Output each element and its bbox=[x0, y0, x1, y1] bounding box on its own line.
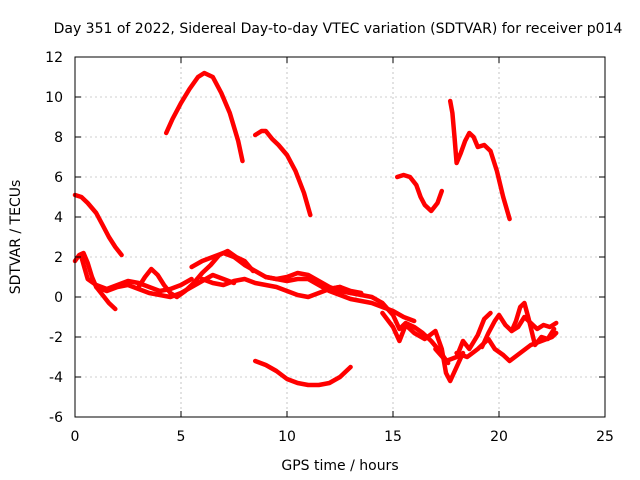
y-tick-label: 8 bbox=[54, 130, 63, 146]
series-trace-19 bbox=[433, 310, 493, 364]
y-tick-labels: -6 -4 -2 0 2 4 6 8 10 12 bbox=[45, 50, 63, 426]
data-traces bbox=[72, 70, 559, 388]
x-axis-label: GPS time / hours bbox=[281, 458, 398, 474]
plot-frame bbox=[74, 56, 606, 418]
series-trace-7 bbox=[72, 250, 118, 312]
series-trace-1 bbox=[72, 192, 124, 258]
series-trace-8 bbox=[79, 254, 194, 294]
y-tick-label: -2 bbox=[49, 330, 63, 346]
series-trace-15 bbox=[380, 310, 466, 384]
x-tick-label: 10 bbox=[278, 429, 296, 445]
series-trace-18 bbox=[509, 300, 557, 348]
series-trace-16 bbox=[454, 330, 559, 364]
series-trace-14 bbox=[327, 284, 451, 366]
y-tick-label: -4 bbox=[49, 370, 63, 386]
series-trace-3 bbox=[252, 128, 313, 218]
chart-title: Day 351 of 2022, Sidereal Day-to-day VTE… bbox=[54, 21, 623, 37]
series-trace-17 bbox=[479, 312, 559, 350]
y-tick-label: 12 bbox=[45, 50, 63, 66]
series-trace-2 bbox=[163, 70, 245, 164]
x-tick-labels: 0 5 10 15 20 25 bbox=[71, 429, 614, 445]
grid-lines bbox=[75, 57, 605, 417]
x-tick-label: 5 bbox=[177, 429, 186, 445]
series-trace-9 bbox=[93, 272, 237, 300]
x-tick-label: 25 bbox=[596, 429, 614, 445]
y-tick-label: 2 bbox=[54, 250, 63, 266]
series-trace-6 bbox=[447, 98, 512, 222]
y-tick-label: -6 bbox=[49, 410, 63, 426]
y-tick-label: 4 bbox=[54, 210, 63, 226]
y-tick-label: 0 bbox=[54, 290, 63, 306]
series-trace-4 bbox=[252, 358, 353, 388]
x-tick-label: 15 bbox=[384, 429, 402, 445]
x-tick-label: 20 bbox=[490, 429, 508, 445]
y-axis-label: SDTVAR / TECUs bbox=[8, 180, 24, 295]
y-tick-label: 6 bbox=[54, 170, 63, 186]
y-tick-label: 10 bbox=[45, 90, 63, 106]
axis-ticks bbox=[74, 56, 606, 418]
x-tick-label: 0 bbox=[71, 429, 80, 445]
series-trace-5 bbox=[394, 172, 445, 214]
